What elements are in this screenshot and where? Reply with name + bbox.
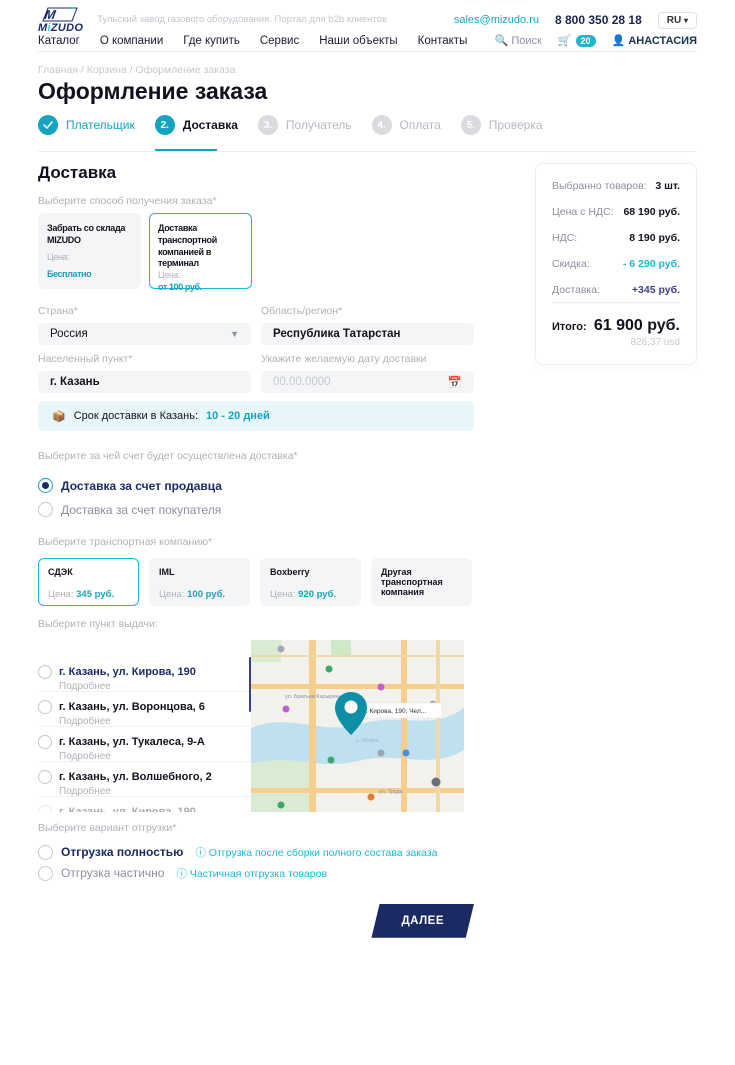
svg-text:ул. Кирова, 190, Чел...: ул. Кирова, 190, Чел... [359, 708, 426, 715]
svg-text:M: M [43, 7, 58, 22]
svg-text:ул. Труда: ул. Труда [379, 789, 404, 795]
svg-text:р. Майек: р. Майек [356, 737, 379, 744]
svg-text:ул. Братьев Касыриных: ул. Братьев Касыриных [285, 694, 345, 700]
